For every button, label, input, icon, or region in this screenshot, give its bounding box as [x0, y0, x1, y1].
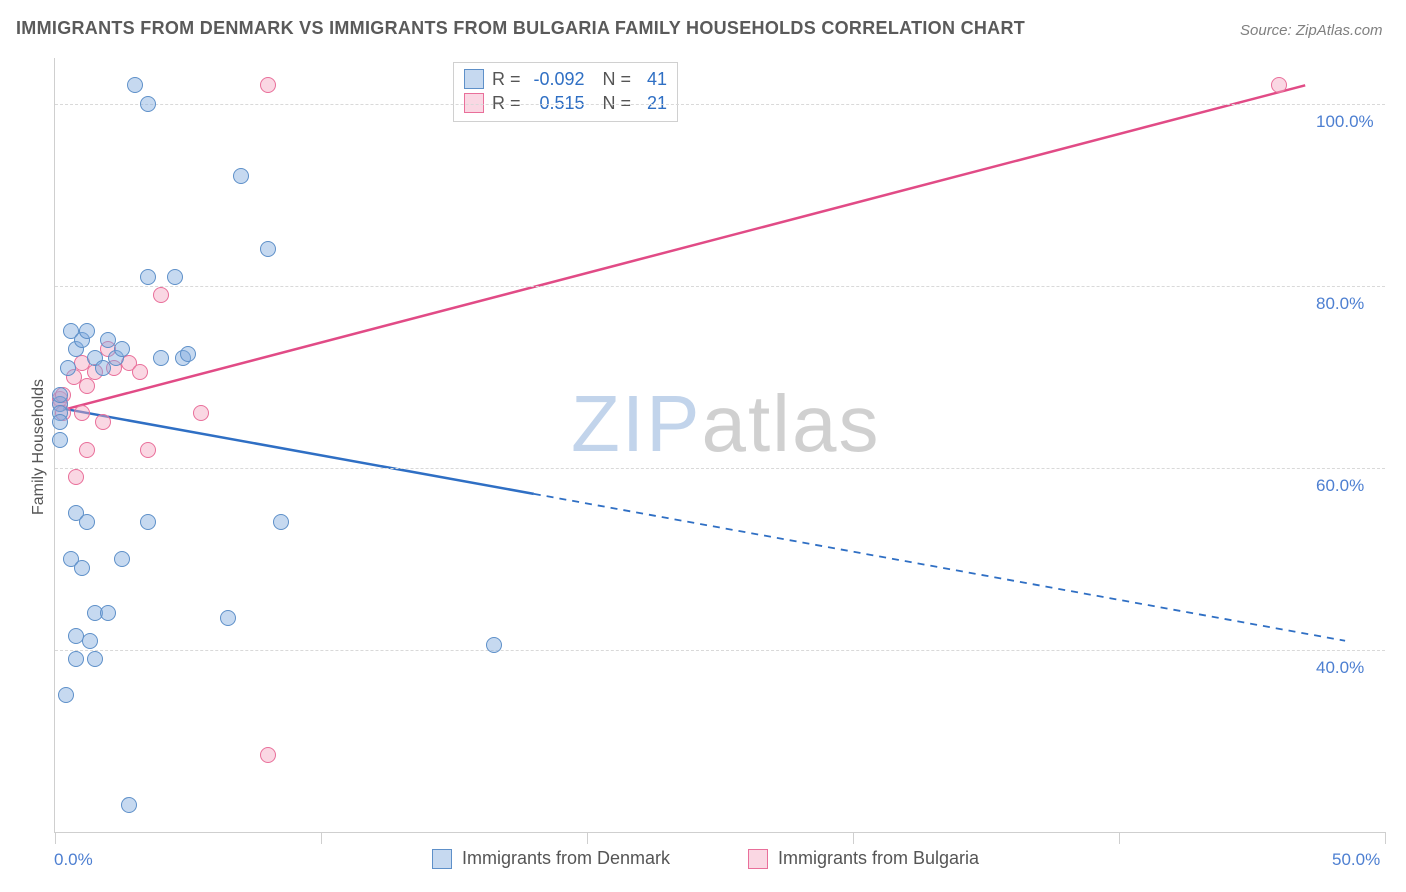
- data-point-denmark: [79, 323, 95, 339]
- legend-swatch-bulgaria: [748, 849, 768, 869]
- legend-denmark: Immigrants from Denmark: [432, 848, 670, 869]
- data-point-bulgaria: [79, 378, 95, 394]
- data-point-denmark: [140, 269, 156, 285]
- data-point-denmark: [87, 651, 103, 667]
- stat-r-label: R =: [492, 67, 521, 91]
- data-point-denmark: [114, 341, 130, 357]
- data-point-denmark: [127, 77, 143, 93]
- y-tick-label: 100.0%: [1316, 112, 1374, 132]
- data-point-bulgaria: [79, 442, 95, 458]
- data-point-bulgaria: [95, 414, 111, 430]
- data-point-denmark: [180, 346, 196, 362]
- legend-swatch-denmark: [432, 849, 452, 869]
- regression-lines-layer: [55, 58, 1385, 832]
- stats-legend-box: R = -0.092 N = 41 R = 0.515 N = 21: [453, 62, 678, 122]
- data-point-denmark: [74, 560, 90, 576]
- plot-area: ZIPatlas R = -0.092 N = 41 R = 0.515 N =…: [54, 58, 1385, 833]
- data-point-bulgaria: [260, 747, 276, 763]
- data-point-denmark: [260, 241, 276, 257]
- stat-n-denmark: 41: [639, 67, 667, 91]
- legend-label-denmark: Immigrants from Denmark: [462, 848, 670, 869]
- stats-row-denmark: R = -0.092 N = 41: [464, 67, 667, 91]
- x-tick-label-left: 0.0%: [54, 850, 93, 870]
- y-tick-label: 40.0%: [1316, 658, 1364, 678]
- data-point-denmark: [220, 610, 236, 626]
- data-point-bulgaria: [140, 442, 156, 458]
- y-tick-label: 80.0%: [1316, 294, 1364, 314]
- data-point-denmark: [82, 633, 98, 649]
- stat-n-label: N =: [603, 67, 632, 91]
- swatch-denmark: [464, 69, 484, 89]
- legend-bulgaria: Immigrants from Bulgaria: [748, 848, 979, 869]
- chart-title: IMMIGRANTS FROM DENMARK VS IMMIGRANTS FR…: [16, 18, 1025, 39]
- stat-r-denmark: -0.092: [529, 67, 585, 91]
- data-point-bulgaria: [260, 77, 276, 93]
- data-point-denmark: [140, 96, 156, 112]
- data-point-denmark: [60, 360, 76, 376]
- y-tick-label: 60.0%: [1316, 476, 1364, 496]
- source-attribution: Source: ZipAtlas.com: [1240, 22, 1383, 39]
- legend-label-bulgaria: Immigrants from Bulgaria: [778, 848, 979, 869]
- data-point-denmark: [114, 551, 130, 567]
- data-point-bulgaria: [1271, 77, 1287, 93]
- data-point-denmark: [167, 269, 183, 285]
- x-tick-label-right: 50.0%: [1332, 850, 1380, 870]
- data-point-denmark: [58, 687, 74, 703]
- y-axis-label: Family Households: [30, 379, 48, 515]
- data-point-bulgaria: [74, 405, 90, 421]
